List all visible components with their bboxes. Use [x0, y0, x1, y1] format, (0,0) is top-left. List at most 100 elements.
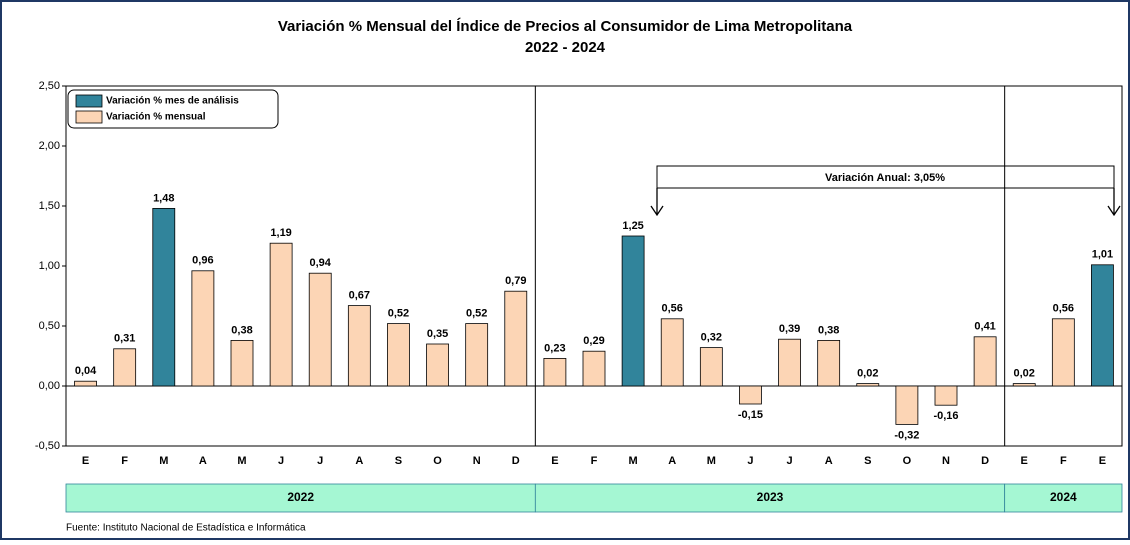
legend-box — [67, 89, 279, 129]
bar — [308, 272, 332, 387]
x-tick-label: J — [278, 455, 284, 467]
x-tick-label: A — [199, 455, 207, 467]
x-tick-label: M — [159, 455, 168, 467]
bar — [504, 290, 528, 387]
data-label: 0,52 — [466, 308, 487, 320]
bar — [347, 305, 371, 387]
bar — [699, 347, 723, 387]
bar — [1012, 383, 1036, 387]
annotation: Variación Anual: 3,05% — [825, 172, 945, 184]
annotation-box — [656, 165, 1115, 189]
year-label: 2022 — [287, 490, 314, 504]
annotation-arrows — [650, 188, 1121, 217]
data-label: -0,15 — [738, 409, 763, 421]
x-tick-label: J — [747, 455, 753, 467]
x-tick-label: A — [355, 455, 363, 467]
x-tick-label: O — [433, 455, 442, 467]
bar — [269, 242, 293, 387]
x-tick-label: A — [825, 455, 833, 467]
x-tick-label: J — [786, 455, 792, 467]
data-label: 0,67 — [349, 290, 370, 302]
y-tick-label: -0,50 — [35, 440, 60, 452]
x-tick-label: O — [903, 455, 912, 467]
bar — [74, 380, 97, 387]
bar — [113, 348, 137, 387]
x-tick-label: N — [473, 455, 481, 467]
bar — [895, 385, 919, 425]
bar — [621, 235, 645, 387]
data-label: 0,32 — [701, 332, 722, 344]
x-tick-label: N — [942, 455, 950, 467]
data-label: 0,38 — [231, 324, 252, 336]
chart-title: Variación % Mensual del Índice de Precio… — [278, 18, 853, 35]
data-label: 0,31 — [114, 333, 135, 345]
bar — [856, 383, 880, 387]
bar — [152, 207, 176, 387]
data-label: 0,41 — [974, 321, 995, 333]
x-tick-label: M — [707, 455, 716, 467]
x-tick-label: F — [1060, 455, 1067, 467]
bar — [739, 385, 762, 405]
x-tick-label: J — [317, 455, 323, 467]
data-label: 0,39 — [779, 323, 800, 335]
legend-swatch — [75, 94, 103, 108]
data-label: 0,56 — [662, 303, 683, 315]
x-tick-label: F — [591, 455, 598, 467]
data-label: 0,04 — [75, 365, 97, 377]
data-label: 0,96 — [192, 255, 213, 267]
source: Fuente: Instituto Nacional de Estadístic… — [66, 523, 306, 534]
x-tick-label: F — [121, 455, 128, 467]
legend-swatch — [75, 110, 103, 124]
bar — [426, 343, 449, 387]
x-tick-label: A — [668, 455, 676, 467]
data-label: -0,32 — [894, 429, 919, 441]
x-tick-label: D — [512, 455, 520, 467]
data-label: 0,56 — [1053, 303, 1074, 315]
data-label: 0,94 — [310, 257, 332, 269]
data-label: 1,19 — [270, 227, 291, 239]
data-label: 0,23 — [544, 342, 565, 354]
bar — [543, 357, 567, 387]
y-tick-label: 1,00 — [39, 260, 60, 272]
y-tick-label: 2,00 — [39, 140, 60, 152]
x-tick-label: E — [1099, 455, 1106, 467]
bar — [387, 323, 410, 387]
bar — [934, 385, 958, 406]
x-tick-label: M — [237, 455, 246, 467]
x-tick-label: S — [864, 455, 871, 467]
bar — [1051, 318, 1075, 387]
x-tick-label: S — [395, 455, 402, 467]
data-label: -0,16 — [933, 410, 958, 422]
x-tick-label: E — [82, 455, 89, 467]
year-label: 2024 — [1050, 490, 1077, 504]
data-label: 0,52 — [388, 308, 409, 320]
y-tick-label: 0,50 — [39, 320, 60, 332]
data-label: 0,38 — [818, 324, 839, 336]
y-tick-label: 2,50 — [39, 80, 60, 92]
data-label: 0,79 — [505, 275, 526, 287]
data-label: 0,29 — [583, 335, 604, 347]
bar — [778, 338, 801, 387]
data-label: 1,01 — [1092, 249, 1113, 261]
y-tick-label: 0,00 — [39, 380, 60, 392]
chart-subtitle: 2022 - 2024 — [525, 39, 606, 56]
year-band — [1004, 483, 1123, 513]
legend-label: Variación % mes de análisis — [106, 96, 239, 107]
x-tick-label: M — [629, 455, 638, 467]
data-label: 0,02 — [857, 368, 878, 380]
bar — [191, 270, 215, 387]
bar — [230, 339, 254, 387]
bar — [465, 323, 489, 387]
bar — [660, 318, 684, 387]
data-label: 1,48 — [153, 192, 174, 204]
x-tick-label: E — [1021, 455, 1028, 467]
year-label: 2023 — [757, 490, 784, 504]
legend-label: Variación % mensual — [106, 112, 206, 123]
x-tick-label: D — [981, 455, 989, 467]
x-tick-label: E — [551, 455, 558, 467]
y-tick-label: 1,50 — [39, 200, 60, 212]
data-label: 0,02 — [1014, 368, 1035, 380]
data-label: 1,25 — [622, 220, 643, 232]
bar — [817, 339, 841, 387]
